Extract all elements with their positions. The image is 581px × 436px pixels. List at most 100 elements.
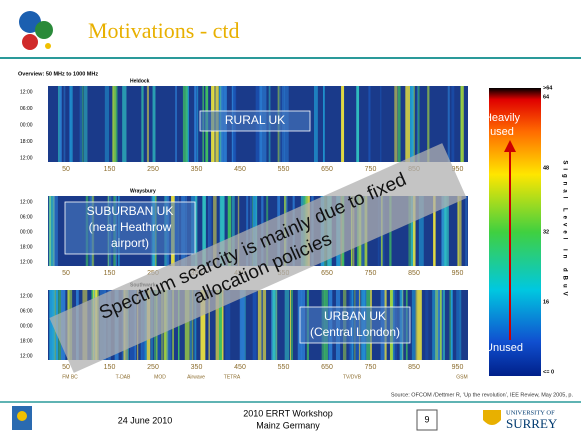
time-label: 00:00: [20, 122, 33, 128]
band-label: MOD: [154, 374, 166, 380]
stripe: [105, 86, 109, 162]
stripe: [394, 86, 397, 162]
freq-label: 50: [62, 364, 70, 371]
stripe: [122, 86, 126, 162]
band-label: GSM: [456, 374, 467, 380]
freq-label: 950: [452, 270, 464, 277]
stripe: [432, 290, 435, 360]
stripe: [197, 86, 198, 162]
stripe: [49, 196, 54, 266]
stripe: [263, 290, 266, 360]
freq-label: 150: [104, 270, 116, 277]
stripe: [141, 86, 144, 162]
band-label: TV/DVB: [343, 374, 362, 380]
footer-date: 24 June 2010: [118, 415, 173, 425]
page: {"header": {"title": "Motivations - ctd"…: [0, 0, 581, 436]
stripe: [461, 86, 464, 162]
footer-event: 2010 ERRT Workshop: [243, 408, 333, 418]
overview-label: Overview: 50 MHz to 1000 MHz: [18, 71, 98, 77]
stripe: [435, 290, 438, 360]
band-label: TETRA: [224, 374, 241, 380]
freq-label: 550: [278, 364, 290, 371]
region-label: URBAN UK: [324, 309, 386, 323]
freq-label: 750: [365, 270, 377, 277]
unused-label: Unused: [485, 342, 523, 354]
stripe: [175, 86, 177, 162]
stripe: [240, 290, 245, 360]
stripe: [79, 86, 82, 162]
heavy-label: Heavily: [484, 112, 521, 124]
stripe: [412, 290, 416, 360]
stripe: [323, 86, 325, 162]
footer-icon: [12, 406, 32, 430]
site-label: Heldock: [130, 78, 150, 84]
stripe: [368, 86, 370, 162]
stripe: [112, 86, 116, 162]
stripe: [417, 290, 421, 360]
time-label: 00:00: [20, 229, 33, 235]
stripe: [451, 86, 454, 162]
time-label: 12:00: [20, 293, 33, 299]
stripe: [261, 290, 263, 360]
time-label: 12:00: [20, 199, 33, 205]
freq-label: 850: [408, 270, 420, 277]
time-label: 06:00: [20, 106, 33, 112]
stripe: [194, 86, 196, 162]
scale-label: 64: [543, 94, 550, 100]
stripe: [70, 86, 73, 162]
stripe: [183, 86, 188, 162]
stripe: [456, 290, 459, 360]
stripe: [356, 86, 359, 162]
freq-label: 850: [408, 364, 420, 371]
freq-label: 750: [365, 364, 377, 371]
freq-label: 150: [104, 364, 116, 371]
freq-label: 350: [191, 166, 203, 173]
region-label: airport): [111, 236, 149, 250]
time-label: 12:00: [20, 155, 33, 161]
freq-label: 350: [191, 364, 203, 371]
time-label: 12:00: [20, 259, 33, 265]
stripe: [416, 290, 418, 360]
scale-label: >64: [543, 85, 553, 91]
stripe: [314, 86, 318, 162]
footer-event: Mainz Germany: [256, 420, 320, 430]
freq-label: 450: [234, 166, 246, 173]
time-label: 00:00: [20, 323, 33, 329]
stripe: [291, 290, 293, 360]
stripe: [448, 86, 450, 162]
freq-label: 650: [321, 364, 333, 371]
region-label: (near Heathrow: [89, 220, 172, 234]
freq-label: 650: [321, 166, 333, 173]
freq-label: 750: [365, 166, 377, 173]
time-label: 06:00: [20, 308, 33, 314]
stripe: [425, 290, 428, 360]
time-label: 18:00: [20, 338, 33, 344]
page-number: 9: [424, 414, 429, 424]
region-label: SUBURBAN UK: [87, 204, 174, 218]
freq-label: 450: [234, 364, 246, 371]
stripe: [64, 86, 66, 162]
stripe: [410, 86, 414, 162]
scale-label: 32: [543, 229, 549, 235]
region-label: RURAL UK: [225, 113, 285, 127]
band-label: Airwave: [187, 374, 205, 380]
stripe: [457, 196, 461, 266]
freq-label: 250: [147, 166, 159, 173]
stripe: [341, 86, 344, 162]
time-label: 18:00: [20, 139, 33, 145]
heavy-label: used: [490, 126, 514, 138]
freq-label: 150: [104, 166, 116, 173]
site-label: Wraysbury: [130, 188, 156, 194]
scale-label: 16: [543, 299, 549, 305]
stripe: [451, 290, 453, 360]
scale-label: <= 0: [543, 369, 554, 375]
time-label: 06:00: [20, 214, 33, 220]
slide-title: Motivations - ctd: [88, 18, 240, 43]
stripe: [440, 290, 442, 360]
time-label: 12:00: [20, 353, 33, 359]
stripe: [290, 290, 291, 360]
stripe: [59, 86, 61, 162]
band-label: T-DAB: [116, 374, 131, 380]
freq-label: 50: [62, 166, 70, 173]
scale-label: 48: [543, 165, 549, 171]
